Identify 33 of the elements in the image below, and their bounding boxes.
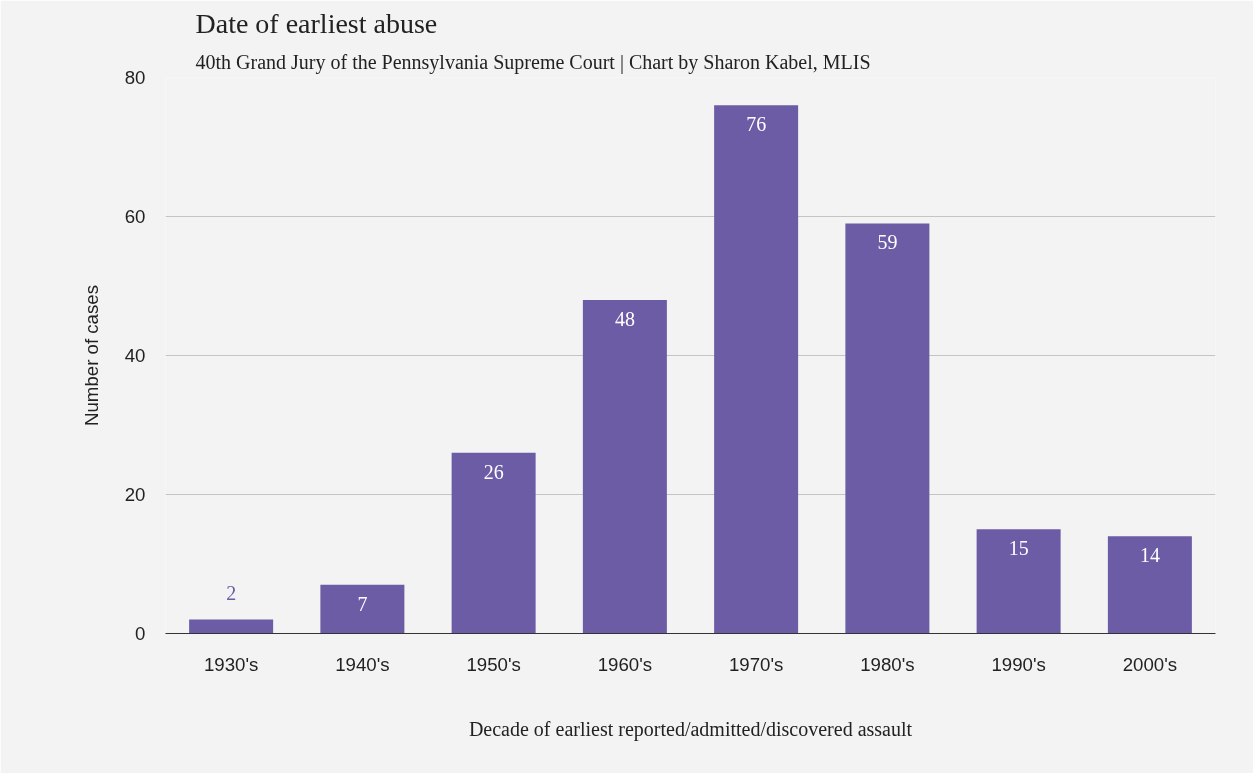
- x-tick-label: 1980's: [860, 653, 915, 675]
- bar: [451, 452, 536, 634]
- y-tick-label: 40: [124, 345, 146, 366]
- y-axis-title: Number of cases: [80, 284, 102, 427]
- x-tick-label: 1950's: [466, 653, 521, 675]
- y-tick-label: 80: [124, 67, 146, 88]
- x-axis-title: Decade of earliest reported/admitted/discovered assault: [468, 717, 913, 741]
- data-label: 26: [483, 460, 504, 483]
- data-label: 15: [1008, 537, 1029, 560]
- data-label: 76: [746, 113, 767, 136]
- y-tick-label: 60: [124, 206, 146, 227]
- data-label: 59: [877, 231, 898, 254]
- x-tick-label: 1930's: [203, 653, 259, 675]
- chart-title: Date of earliest abuse: [195, 7, 438, 39]
- bar: [1107, 536, 1192, 634]
- data-label: 48: [614, 307, 635, 330]
- bar: [582, 299, 667, 634]
- x-tick-label: 1970's: [728, 653, 784, 675]
- bar: [189, 619, 274, 634]
- bar: [845, 223, 930, 634]
- x-tick-label: 2000's: [1122, 653, 1178, 675]
- x-tick-label: 1940's: [335, 653, 390, 675]
- x-tick-label: 1990's: [991, 653, 1046, 675]
- data-label: 2: [226, 581, 237, 604]
- data-label: 7: [357, 592, 368, 615]
- bar: [714, 105, 799, 634]
- bar: [320, 584, 405, 634]
- chart-subtitle: 40th Grand Jury of the Pennsylvania Supreme Court | Chart by Sharon Kabel, MLIS: [195, 50, 871, 74]
- y-tick-label: 20: [124, 484, 146, 505]
- y-tick-label: 0: [135, 623, 146, 644]
- x-tick-label: 1960's: [597, 653, 653, 675]
- bar: [976, 529, 1061, 634]
- data-label: 14: [1139, 544, 1160, 567]
